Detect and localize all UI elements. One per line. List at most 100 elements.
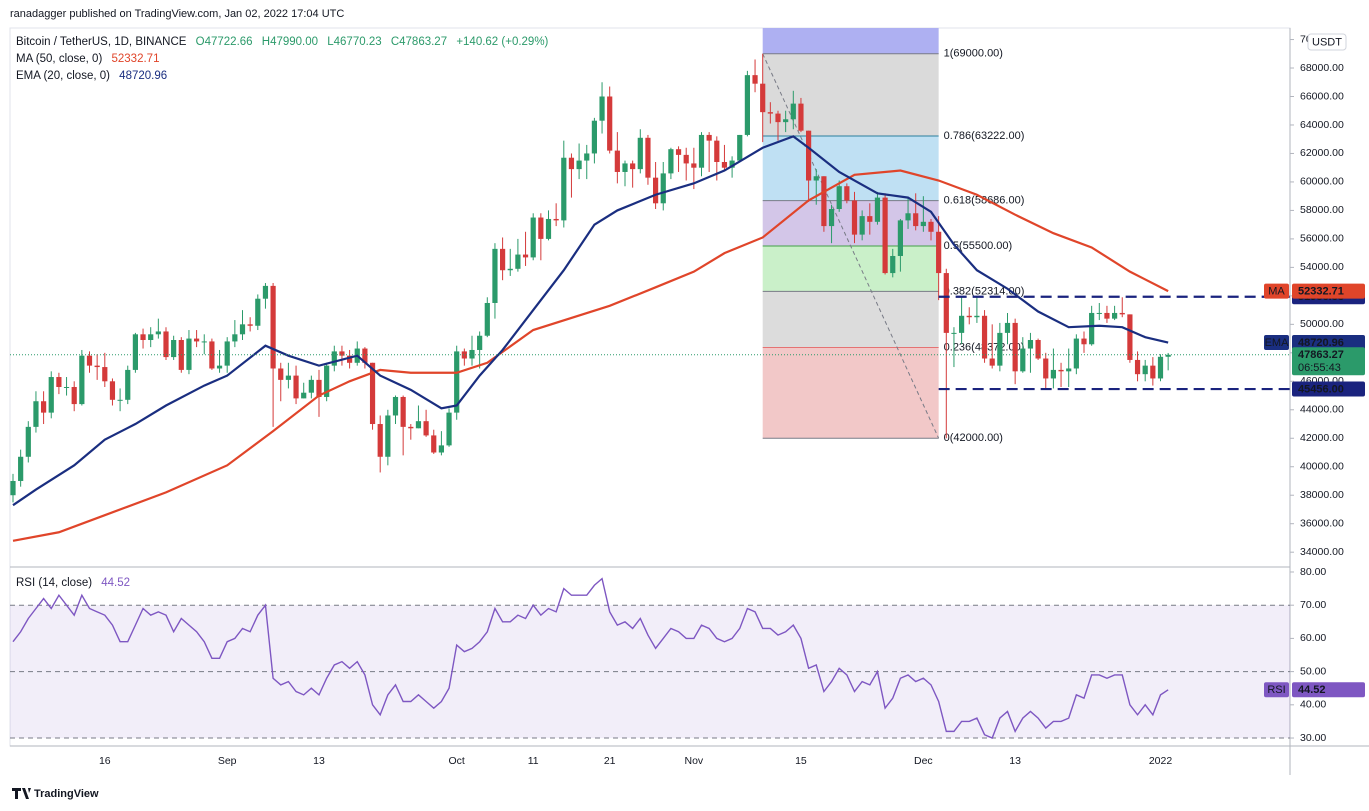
- indicator-tag-label: EMA: [1265, 337, 1290, 349]
- candle-body: [125, 369, 131, 400]
- y-tick-label: 40.00: [1300, 699, 1326, 711]
- candle-body: [1104, 312, 1110, 319]
- candle-body: [1035, 340, 1041, 359]
- candle-body: [415, 421, 422, 429]
- candle-body: [668, 149, 674, 174]
- rsi-legend: RSI (14, close) 44.52: [16, 577, 130, 589]
- y-tick-label: 70.00: [1300, 599, 1326, 611]
- candle-body: [484, 302, 490, 336]
- candle-body: [981, 315, 988, 359]
- candle-body: [392, 396, 399, 416]
- ema-legend: EMA (20, close, 0) 48720.96: [16, 70, 167, 82]
- y-tick-label: 60.00: [1300, 632, 1326, 644]
- candle-body: [874, 197, 881, 222]
- candle-body: [591, 120, 597, 154]
- fib-zone: [762, 53, 939, 137]
- candle-body: [1150, 365, 1156, 379]
- candle-body: [94, 365, 100, 368]
- candle-body: [278, 368, 284, 380]
- x-tick-label: 13: [1009, 755, 1021, 767]
- fib-label: 0.5(55500.00): [944, 240, 1013, 252]
- candle-body: [201, 341, 207, 343]
- candle-body: [1165, 354, 1171, 357]
- x-tick-label: 15: [795, 755, 807, 767]
- ohlc-high: H47990.00: [262, 36, 318, 48]
- indicator-line: [12, 169, 1169, 542]
- candle-body: [132, 334, 138, 370]
- candle-body: [63, 386, 70, 388]
- rsi-pane: [10, 577, 1290, 739]
- candle-body: [1142, 365, 1148, 375]
- last-price-label: 47863.27: [1298, 349, 1344, 361]
- candle-body: [515, 254, 521, 269]
- price-tags: 51936.3345456.0052332.71MA48720.96EMA478…: [1264, 283, 1365, 698]
- candle-body: [324, 365, 330, 397]
- y-tick-label: 54000.00: [1300, 261, 1344, 273]
- candle-body: [102, 367, 108, 382]
- rsi-value: 44.52: [101, 577, 130, 589]
- change: +140.62 (+0.29%): [456, 36, 548, 48]
- candle-body: [423, 421, 429, 436]
- candle-body: [798, 103, 804, 131]
- indicator-tag-label: RSI: [1267, 684, 1285, 696]
- ohlc-open: O47722.66: [196, 36, 253, 48]
- countdown-label: 06:55:43: [1298, 362, 1341, 374]
- currency-badge-box[interactable]: [1307, 33, 1347, 51]
- candle-body: [561, 157, 567, 221]
- candle-body: [936, 231, 942, 274]
- candle-body: [446, 412, 452, 446]
- candle-body: [400, 396, 406, 427]
- x-tick-label: 11: [528, 755, 539, 767]
- publish-info: ranadagger published on TradingView.com,…: [10, 8, 344, 20]
- y-tick-label: 38000.00: [1300, 489, 1344, 501]
- candle-body: [347, 355, 353, 363]
- candle-body: [897, 220, 903, 256]
- y-tick-label: 62000.00: [1300, 147, 1344, 159]
- ma-legend: MA (50, close, 0) 52332.71: [16, 53, 159, 65]
- candle-body: [721, 162, 728, 168]
- candle-body: [530, 217, 536, 258]
- candle-body: [1043, 358, 1049, 379]
- candle-body: [1066, 368, 1072, 372]
- candle-body: [966, 315, 972, 318]
- y-tick-label: 60000.00: [1300, 176, 1344, 188]
- candle-body: [1112, 312, 1118, 319]
- fib-label: 0(42000.00): [944, 432, 1003, 444]
- candle-body: [1089, 312, 1095, 345]
- candle-body: [1058, 369, 1064, 372]
- y-tick-label: 34000.00: [1300, 546, 1344, 558]
- x-tick-label: 16: [99, 755, 111, 767]
- candle-body: [813, 176, 819, 181]
- currency-badge[interactable]: USDT: [1307, 33, 1347, 51]
- candle-body: [790, 103, 796, 120]
- candle-body: [653, 177, 659, 204]
- candle-body: [71, 386, 77, 405]
- price-tag: [1292, 381, 1365, 397]
- x-tick-label: Sep: [218, 755, 237, 767]
- brand-logo: [12, 788, 31, 799]
- candle-body: [851, 200, 858, 235]
- candle-body: [10, 480, 16, 496]
- candle-body: [507, 268, 513, 271]
- price-tag: [1292, 335, 1365, 351]
- candle-body: [974, 315, 980, 318]
- price-tag: [1292, 283, 1365, 299]
- candle-body: [492, 248, 498, 303]
- candle-body: [752, 75, 758, 84]
- ema-name: EMA (20, close, 0): [16, 70, 110, 82]
- candle-body: [630, 163, 636, 170]
- candle-body: [890, 255, 896, 274]
- candle-body: [1050, 369, 1056, 379]
- y-tick-label: 68000.00: [1300, 62, 1344, 74]
- currency[interactable]: USDT: [1312, 36, 1342, 48]
- fib-retracement: 1(69000.00) 0.786(63222.00) 0.618(58686.00…: [762, 28, 1024, 444]
- candle-body: [301, 392, 307, 399]
- candle-body: [1119, 312, 1125, 315]
- rsi-line: [12, 577, 1169, 739]
- candle-body: [607, 96, 613, 151]
- candle-body: [262, 285, 269, 299]
- candle-body: [140, 334, 146, 341]
- candle-body: [1134, 359, 1141, 375]
- candle-body: [33, 401, 39, 427]
- y-tick-label: 50000.00: [1300, 318, 1344, 330]
